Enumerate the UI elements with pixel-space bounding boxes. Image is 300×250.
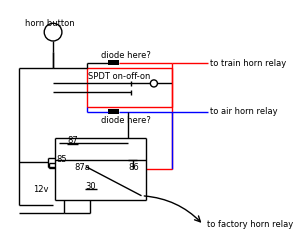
- Bar: [87, 68, 172, 107]
- Text: 12v: 12v: [33, 185, 48, 194]
- Text: 87a: 87a: [74, 163, 90, 172]
- Text: 85: 85: [57, 155, 67, 164]
- Text: SPDT on-off-on: SPDT on-off-on: [88, 72, 151, 81]
- Text: to air horn relay: to air horn relay: [210, 107, 277, 116]
- Text: 30: 30: [85, 182, 95, 192]
- Text: to factory horn relay: to factory horn relay: [207, 220, 293, 228]
- Text: horn button: horn button: [25, 19, 74, 28]
- Text: diode here?: diode here?: [101, 116, 151, 125]
- Text: 86: 86: [128, 163, 139, 172]
- Text: 87: 87: [67, 136, 78, 145]
- Text: to train horn relay: to train horn relay: [210, 58, 286, 68]
- Text: diode here?: diode here?: [101, 51, 151, 60]
- Bar: [108, 109, 119, 114]
- Bar: [108, 60, 119, 65]
